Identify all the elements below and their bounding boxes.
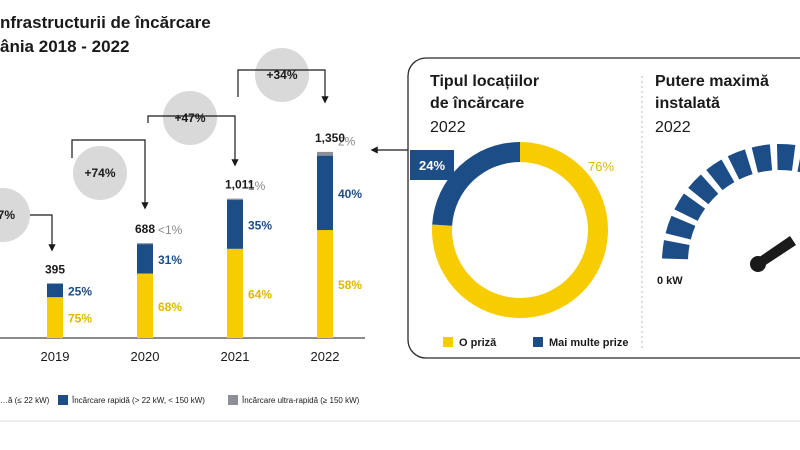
bar-segment-fast-2020: [137, 244, 153, 274]
bar-total-2019: 395: [45, 263, 65, 277]
bar-segment-standard-2022: [317, 230, 333, 338]
growth-label-2021: +47%: [174, 111, 205, 125]
donut-title-line-2: de încărcare: [430, 95, 524, 112]
bar-segment-ultra-2021: [227, 198, 243, 201]
growth-badge-2021: [163, 91, 217, 145]
donut-label-multi-socket: 24%: [419, 158, 445, 173]
gauge-segment: [776, 144, 796, 171]
percent-label-ultra-2021: 1%: [248, 179, 266, 193]
gauge-segment: [727, 149, 753, 180]
growth-badge-2022: [255, 48, 309, 102]
percent-label-fast-2022: 40%: [338, 187, 362, 201]
x-tick-2020: 2020: [131, 349, 160, 364]
growth-connector-2021: [147, 115, 239, 167]
bar-segment-standard-2020: [137, 273, 153, 338]
percent-label-standard-2021: 64%: [248, 287, 272, 301]
gauge-title-line-1: Putere maximă: [655, 73, 769, 90]
percent-label-fast-2020: 31%: [158, 253, 182, 267]
bar-total-2022: 1,350: [315, 131, 345, 145]
donut-label-box-multi-socket: [410, 150, 454, 180]
gauge-segment: [797, 158, 800, 173]
chart-title-line-2: ânia 2018 - 2022: [0, 37, 129, 56]
gauge-segment: [662, 240, 690, 260]
gauge-segment: [688, 174, 719, 205]
growth-connector-2019: [30, 214, 56, 252]
x-tick-2022: 2022: [311, 349, 340, 364]
growth-badge-2020: [73, 146, 127, 200]
bar-segment-fast-2021: [227, 200, 243, 249]
percent-label-fast-2019: 25%: [68, 284, 92, 298]
chart-legend: …ă (≤ 22 kW) Încărcare rapidă (> 22 kW, …: [0, 395, 360, 405]
donut-subtitle: 2022: [430, 119, 466, 136]
donut-title-line-1: Tipul locațiilor: [430, 73, 539, 90]
growth-badge-2019: [0, 188, 30, 242]
x-tick-2019: 2019: [41, 349, 70, 364]
legend-label-standard: …ă (≤ 22 kW): [0, 396, 50, 405]
legend-label-multi-socket: Mai multe prize: [549, 337, 628, 349]
percent-label-standard-2020: 68%: [158, 300, 182, 314]
legend-swatch-single-socket: [443, 337, 453, 347]
percent-label-fast-2021: 35%: [248, 218, 272, 232]
legend-swatch-multi-socket: [533, 337, 543, 347]
legend-label-fast: Încărcare rapidă (> 22 kW, < 150 kW): [71, 396, 205, 405]
legend-label-single-socket: O priză: [459, 337, 497, 349]
bar-segment-fast-2022: [317, 155, 333, 231]
power-gauge: [662, 144, 800, 272]
growth-connector-2020: [71, 139, 149, 210]
donut-slice-multi-socket: [432, 142, 520, 226]
x-tick-2021: 2021: [221, 349, 250, 364]
gauge-title-line-2: instalată: [655, 95, 720, 112]
chart-title-line-1: nfrastructurii de încărcare: [0, 13, 211, 32]
donut-chart: 76% 24%: [410, 142, 614, 319]
gauge-segment: [751, 144, 773, 173]
gauge-hub: [750, 256, 766, 272]
legend-label-ultra: Încărcare ultra-rapidă (≥ 150 kW): [241, 396, 360, 405]
growth-label-2022: +34%: [266, 68, 297, 82]
bar-segment-ultra-2022: [317, 151, 333, 156]
growth-label-2020: +74%: [84, 166, 115, 180]
growth-label-2019: 67%: [0, 208, 15, 222]
bar-total-2021: 1,011: [225, 178, 255, 192]
gauge-segment: [665, 215, 696, 240]
stacked-bar-chart: 75% 25%395 2019 68% 31% <1%688 2020 64% 35% 1%1,0…: [0, 131, 365, 364]
bar-segment-standard-2021: [227, 248, 243, 338]
legend-swatch-ultra: [228, 395, 238, 405]
gauge-min-label: 0 kW: [657, 275, 683, 287]
gauge-segment: [674, 193, 706, 221]
gauge-subtitle: 2022: [655, 119, 691, 136]
bar-total-2020: 688: [135, 222, 155, 236]
percent-label-standard-2019: 75%: [68, 312, 92, 326]
percent-label-ultra-2020: <1%: [158, 223, 183, 237]
legend-swatch-fast: [58, 395, 68, 405]
donut-label-single-socket: 76%: [588, 159, 614, 174]
bar-segment-ultra-2020: [137, 243, 153, 245]
bar-segment-fast-2019: [47, 283, 63, 298]
growth-connector-2022: [237, 69, 329, 104]
gauge-segment: [706, 159, 735, 191]
percent-label-ultra-2022: 2%: [338, 135, 356, 149]
bar-segment-standard-2019: [47, 297, 63, 338]
growth-annotations: 67% +74% +47% +34%: [0, 48, 329, 252]
percent-label-standard-2022: 58%: [338, 278, 362, 292]
